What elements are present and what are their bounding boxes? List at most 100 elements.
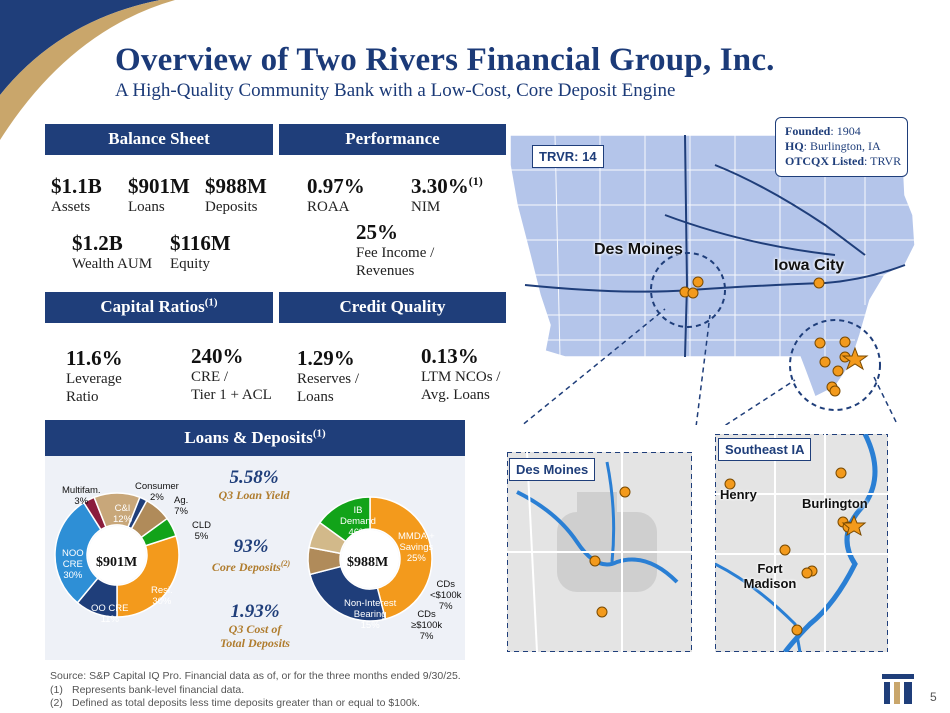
metric-label: CRE /	[191, 369, 229, 385]
deposits-donut-chart	[307, 496, 433, 622]
balance-sheet-banner: Balance Sheet	[45, 124, 273, 155]
burlington-star-icon	[841, 514, 867, 537]
metric-label: Assets	[51, 199, 91, 215]
metric-label: NIM	[411, 199, 441, 215]
info-label: HQ	[785, 139, 804, 153]
metric-label: Reserves /	[297, 371, 360, 387]
metric-value: $901M	[128, 174, 190, 198]
metric-value: 25%	[356, 220, 398, 244]
banner-text: Balance Sheet	[108, 129, 210, 148]
metric-value: $988M	[205, 174, 267, 198]
footnote-2: (2) Defined as total deposits less time d…	[50, 697, 420, 709]
info-value: : TRVR	[864, 154, 902, 168]
metric-deposits: $988M Deposits	[205, 174, 267, 216]
deposit-center	[341, 530, 399, 588]
dep-label-cds-small: CDs <$100k 7%	[430, 579, 462, 612]
metric-nim: 3.30%(1) NIM	[411, 174, 483, 216]
banner-text: Capital Ratios	[100, 297, 205, 316]
footnote-source: Source: S&P Capital IQ Pro. Financial da…	[50, 670, 461, 682]
dep-label-cds-large: CDs ≥$100k 7%	[411, 609, 443, 642]
metric-value: $116M	[170, 231, 231, 255]
metric-sup: (1)	[468, 174, 483, 188]
loan-label-consumer: Consumer 2%	[135, 481, 179, 503]
credit-quality-banner: Credit Quality	[279, 292, 506, 323]
metric-value: 0.13%	[421, 344, 479, 368]
stat-loan-yield: 5.58% Q3 Loan Yield	[204, 467, 304, 503]
inset-label-southeast-ia: Southeast IA	[718, 438, 812, 461]
stat-value: 5.58%	[229, 467, 279, 488]
metric-assets: $1.1B Assets	[51, 174, 102, 216]
loan-label-resi: Resi. 30%	[151, 585, 173, 607]
performance-banner: Performance	[279, 124, 506, 155]
metric-label: Fee Income /	[356, 245, 435, 261]
metric-equity: $116M Equity	[170, 231, 231, 273]
metric-fee-income: 25% Fee Income / Revenues	[356, 220, 434, 280]
des-moines-region-circle	[650, 252, 726, 328]
metric-value: 3.30%	[411, 174, 469, 198]
metric-cre: 240% CRE / Tier 1 + ACL	[191, 344, 272, 404]
banner-text: Loans & Deposits	[184, 428, 313, 447]
loan-label-oo-cre: OO CRE 11%	[91, 603, 129, 625]
dep-label-mmda: MMDA + Savings 25%	[398, 531, 435, 564]
loan-label-ci: C&I 12%	[113, 503, 133, 525]
metric-leverage: 11.6% Leverage Ratio	[66, 346, 123, 406]
info-label: Founded	[785, 124, 831, 138]
loan-center	[88, 526, 146, 584]
metric-label: Tier 1 + ACL	[191, 387, 272, 403]
loan-slice-resi-	[116, 534, 180, 618]
se-label-burlington: Burlington	[802, 496, 868, 511]
metric-label: Loans	[128, 199, 165, 215]
banner-sup: (1)	[204, 296, 218, 309]
metric-label: ROAA	[307, 199, 350, 215]
metric-label: Wealth AUM	[72, 256, 153, 272]
metric-ncos: 0.13% LTM NCOs / Avg. Loans	[421, 344, 500, 404]
des-moines-inset-map	[507, 452, 692, 652]
stat-sup: (2)	[280, 559, 291, 568]
metric-label: Avg. Loans	[421, 387, 490, 403]
ticker-badge: TRVR: 14	[532, 145, 604, 168]
page-number: 5	[930, 690, 937, 704]
hq-star-icon	[841, 346, 869, 371]
se-label-henry: Henry	[720, 487, 757, 502]
loans-center-label: $901M	[96, 555, 138, 570]
metric-label: Deposits	[205, 199, 258, 215]
metric-reserves: 1.29% Reserves / Loans	[297, 346, 359, 406]
deposits-center-label: $988M	[347, 555, 389, 570]
deposit-slice-ib-demand	[369, 496, 433, 620]
metric-value: 240%	[191, 344, 244, 368]
stat-caption: Q3 Loan Yield	[218, 488, 290, 502]
capital-ratios-banner: Capital Ratios(1)	[45, 292, 273, 323]
dep-label-ib-demand: IB Demand 46%	[340, 505, 376, 538]
inset-label-des-moines: Des Moines	[509, 458, 596, 481]
company-info-box: Founded: 1904 HQ: Burlington, IA OTCQX L…	[775, 117, 908, 177]
southeast-ia-inset-map	[715, 434, 888, 652]
map-label-iowa-city: Iowa City	[774, 257, 845, 274]
metric-roaa: 0.97% ROAA	[307, 174, 365, 216]
info-value: : Burlington, IA	[803, 139, 881, 153]
stat-core-deposits: 93% Core Deposits(2)	[196, 537, 306, 575]
info-label: OTCQX Listed	[785, 154, 865, 168]
metric-value: 0.97%	[307, 174, 365, 198]
banner-text: Performance	[345, 129, 440, 148]
page-subtitle: A High-Quality Community Bank with a Low…	[115, 80, 676, 101]
metric-value: $1.1B	[51, 174, 102, 198]
metric-value: 1.29%	[297, 346, 355, 370]
info-value: : 1904	[830, 124, 861, 138]
loans-donut-chart	[54, 492, 180, 618]
metric-wealth-aum: $1.2B Wealth AUM	[72, 231, 152, 273]
company-logo-icon	[882, 674, 914, 704]
metric-value: $1.2B	[72, 231, 123, 255]
loan-label-noo-cre: NOO CRE 30%	[62, 548, 84, 581]
metric-loans: $901M Loans	[128, 174, 190, 216]
metric-value: 11.6%	[66, 346, 123, 370]
banner-text: Credit Quality	[339, 297, 446, 316]
deposit-slice-non-interest-bearing	[318, 496, 371, 543]
metric-label: Ratio	[66, 389, 99, 405]
metric-label: Loans	[297, 389, 334, 405]
dep-label-nonint: Non-Interest Bearing 15%	[344, 598, 397, 631]
loan-label-cld: CLD 5%	[192, 520, 212, 542]
page-title: Overview of Two Rivers Financial Group, …	[115, 42, 775, 78]
stat-cost-of-deposits: 1.93% Q3 Cost of Total Deposits	[200, 602, 310, 651]
stat-caption: Total Deposits	[220, 636, 290, 650]
stat-caption: Q3 Cost of	[228, 622, 282, 636]
